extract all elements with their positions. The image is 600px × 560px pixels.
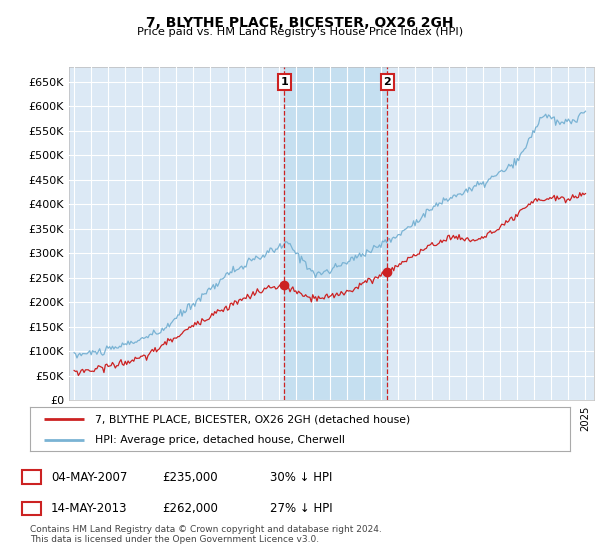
Text: HPI: Average price, detached house, Cherwell: HPI: Average price, detached house, Cher…: [95, 435, 344, 445]
Bar: [284, 67, 387, 400]
Text: Price paid vs. HM Land Registry's House Price Index (HPI): Price paid vs. HM Land Registry's House …: [137, 27, 463, 38]
Text: 30% ↓ HPI: 30% ↓ HPI: [270, 470, 332, 484]
Text: £262,000: £262,000: [162, 502, 218, 515]
Text: 14-MAY-2013: 14-MAY-2013: [51, 502, 128, 515]
Text: £235,000: £235,000: [162, 470, 218, 484]
Text: 1: 1: [281, 77, 289, 87]
Text: 27% ↓ HPI: 27% ↓ HPI: [270, 502, 332, 515]
Text: 2: 2: [383, 77, 391, 87]
Text: 7, BLYTHE PLACE, BICESTER, OX26 2GH (detached house): 7, BLYTHE PLACE, BICESTER, OX26 2GH (det…: [95, 414, 410, 424]
Text: 04-MAY-2007: 04-MAY-2007: [51, 470, 127, 484]
Text: 7, BLYTHE PLACE, BICESTER, OX26 2GH: 7, BLYTHE PLACE, BICESTER, OX26 2GH: [146, 16, 454, 30]
Text: 1: 1: [28, 470, 36, 484]
Text: 2: 2: [28, 502, 36, 515]
Text: Contains HM Land Registry data © Crown copyright and database right 2024.
This d: Contains HM Land Registry data © Crown c…: [30, 525, 382, 544]
